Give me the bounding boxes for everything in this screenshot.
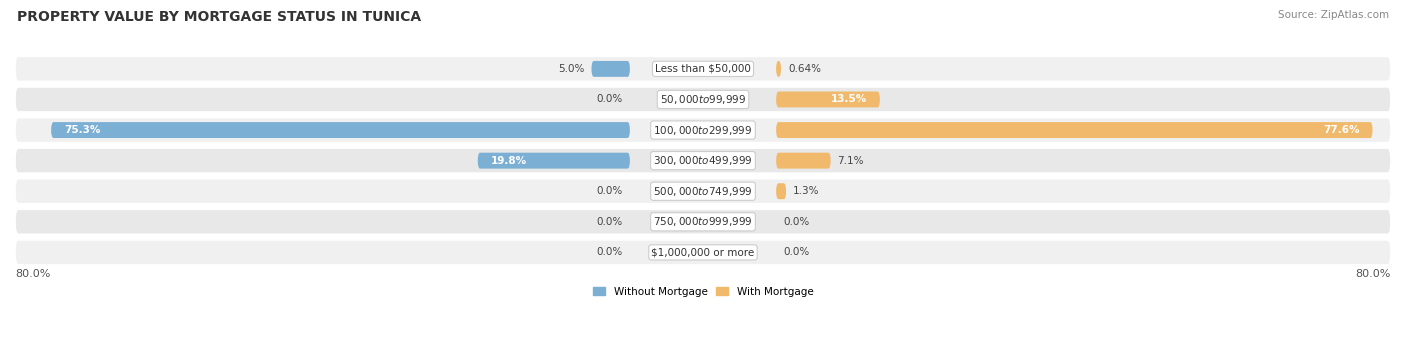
Text: 80.0%: 80.0% — [1355, 269, 1391, 279]
Text: 80.0%: 80.0% — [15, 269, 51, 279]
Text: $500,000 to $749,999: $500,000 to $749,999 — [654, 185, 752, 198]
FancyBboxPatch shape — [15, 118, 1391, 142]
FancyBboxPatch shape — [51, 122, 630, 138]
Text: 0.0%: 0.0% — [596, 95, 623, 104]
Legend: Without Mortgage, With Mortgage: Without Mortgage, With Mortgage — [589, 283, 817, 301]
Text: 0.64%: 0.64% — [787, 64, 821, 74]
Text: 75.3%: 75.3% — [65, 125, 100, 135]
Text: $100,000 to $299,999: $100,000 to $299,999 — [654, 123, 752, 137]
FancyBboxPatch shape — [776, 122, 1372, 138]
Text: 0.0%: 0.0% — [596, 186, 623, 196]
FancyBboxPatch shape — [15, 56, 1391, 81]
FancyBboxPatch shape — [776, 61, 780, 77]
FancyBboxPatch shape — [776, 91, 880, 107]
FancyBboxPatch shape — [776, 153, 831, 169]
Text: 1.3%: 1.3% — [793, 186, 820, 196]
Text: 0.0%: 0.0% — [783, 217, 810, 227]
FancyBboxPatch shape — [15, 209, 1391, 234]
Text: $50,000 to $99,999: $50,000 to $99,999 — [659, 93, 747, 106]
FancyBboxPatch shape — [15, 148, 1391, 173]
Text: Less than $50,000: Less than $50,000 — [655, 64, 751, 74]
Text: 5.0%: 5.0% — [558, 64, 585, 74]
Text: 13.5%: 13.5% — [831, 95, 868, 104]
FancyBboxPatch shape — [15, 87, 1391, 112]
Text: Source: ZipAtlas.com: Source: ZipAtlas.com — [1278, 10, 1389, 20]
Text: 19.8%: 19.8% — [491, 156, 527, 166]
Text: 0.0%: 0.0% — [596, 217, 623, 227]
FancyBboxPatch shape — [592, 61, 630, 77]
Text: 0.0%: 0.0% — [596, 248, 623, 257]
Text: $1,000,000 or more: $1,000,000 or more — [651, 248, 755, 257]
Text: 0.0%: 0.0% — [783, 248, 810, 257]
Text: $750,000 to $999,999: $750,000 to $999,999 — [654, 215, 752, 228]
Text: 7.1%: 7.1% — [838, 156, 865, 166]
FancyBboxPatch shape — [478, 153, 630, 169]
FancyBboxPatch shape — [15, 240, 1391, 265]
Text: $300,000 to $499,999: $300,000 to $499,999 — [654, 154, 752, 167]
FancyBboxPatch shape — [776, 183, 786, 199]
Text: 77.6%: 77.6% — [1323, 125, 1360, 135]
Text: PROPERTY VALUE BY MORTGAGE STATUS IN TUNICA: PROPERTY VALUE BY MORTGAGE STATUS IN TUN… — [17, 10, 420, 24]
FancyBboxPatch shape — [15, 179, 1391, 204]
